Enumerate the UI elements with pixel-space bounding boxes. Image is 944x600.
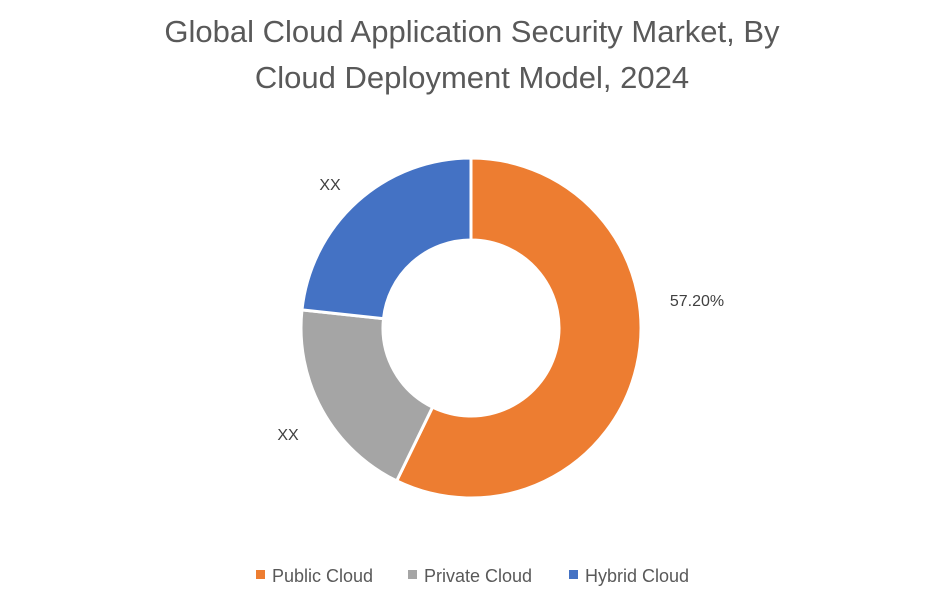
- chart-title-line-2: Cloud Deployment Model, 2024: [255, 60, 689, 95]
- legend-label-public-cloud: Public Cloud: [272, 566, 373, 586]
- chart-title-line-1: Global Cloud Application Security Market…: [164, 14, 780, 49]
- slice-public-cloud: [394, 156, 643, 500]
- legend-swatch-private-cloud: [408, 570, 417, 579]
- data-label-public-cloud: 57.20%: [670, 293, 724, 310]
- slice-hybrid-cloud: [300, 156, 473, 321]
- data-label-private-cloud: XX: [277, 427, 299, 444]
- legend-swatch-public-cloud: [256, 570, 265, 579]
- legend: Public Cloud Private Cloud Hybrid Cloud: [256, 566, 689, 586]
- data-label-hybrid-cloud: XX: [319, 177, 341, 194]
- slices: [299, 156, 643, 500]
- legend-label-private-cloud: Private Cloud: [424, 566, 532, 586]
- legend-swatch-hybrid-cloud: [569, 570, 578, 579]
- slice-private-cloud: [299, 308, 435, 483]
- legend-label-hybrid-cloud: Hybrid Cloud: [585, 566, 689, 586]
